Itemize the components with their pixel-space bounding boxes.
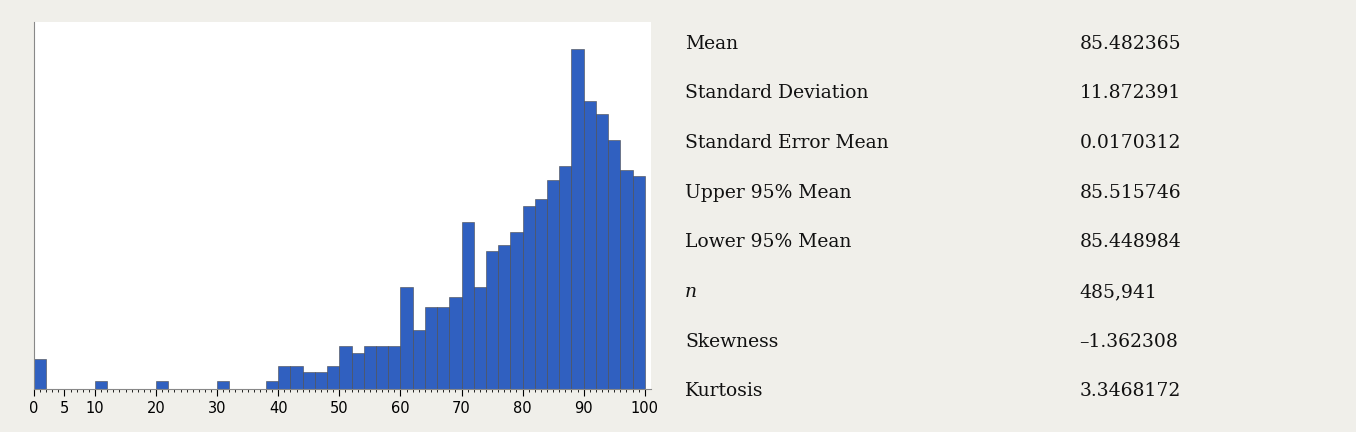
- Bar: [620, 170, 632, 389]
- Bar: [510, 232, 522, 389]
- Bar: [34, 359, 46, 389]
- Bar: [412, 330, 424, 389]
- Bar: [498, 245, 510, 389]
- Text: 85.448984: 85.448984: [1079, 233, 1181, 251]
- Bar: [400, 287, 412, 389]
- Bar: [632, 176, 644, 389]
- Bar: [266, 381, 278, 389]
- Text: 11.872391: 11.872391: [1079, 84, 1181, 102]
- Text: n: n: [685, 283, 697, 301]
- Text: Standard Error Mean: Standard Error Mean: [685, 134, 888, 152]
- Text: Standard Deviation: Standard Deviation: [685, 84, 869, 102]
- Text: 0.0170312: 0.0170312: [1079, 134, 1181, 152]
- Text: Upper 95% Mean: Upper 95% Mean: [685, 184, 852, 202]
- Bar: [559, 166, 571, 389]
- Bar: [485, 251, 498, 389]
- Text: 485,941: 485,941: [1079, 283, 1157, 301]
- Text: Kurtosis: Kurtosis: [685, 382, 763, 400]
- Bar: [351, 353, 363, 389]
- Bar: [388, 346, 400, 389]
- Bar: [376, 346, 388, 389]
- Text: 85.515746: 85.515746: [1079, 184, 1181, 202]
- Bar: [461, 222, 473, 389]
- Bar: [327, 366, 339, 389]
- Bar: [607, 140, 620, 389]
- Bar: [424, 307, 437, 389]
- Bar: [534, 199, 546, 389]
- Bar: [302, 372, 315, 389]
- Bar: [473, 287, 485, 389]
- Text: –1.362308: –1.362308: [1079, 333, 1178, 351]
- Bar: [571, 49, 583, 389]
- Text: Skewness: Skewness: [685, 333, 778, 351]
- Bar: [217, 381, 229, 389]
- Text: Mean: Mean: [685, 35, 738, 53]
- Bar: [278, 366, 290, 389]
- Bar: [449, 297, 461, 389]
- Bar: [546, 180, 559, 389]
- Bar: [95, 381, 107, 389]
- Bar: [339, 346, 351, 389]
- Bar: [595, 114, 607, 389]
- Bar: [363, 346, 376, 389]
- Bar: [522, 206, 534, 389]
- Bar: [437, 307, 449, 389]
- Bar: [156, 381, 168, 389]
- Bar: [583, 101, 595, 389]
- Text: 85.482365: 85.482365: [1079, 35, 1181, 53]
- Text: Lower 95% Mean: Lower 95% Mean: [685, 233, 852, 251]
- Bar: [290, 366, 302, 389]
- Bar: [315, 372, 327, 389]
- Text: 3.3468172: 3.3468172: [1079, 382, 1181, 400]
